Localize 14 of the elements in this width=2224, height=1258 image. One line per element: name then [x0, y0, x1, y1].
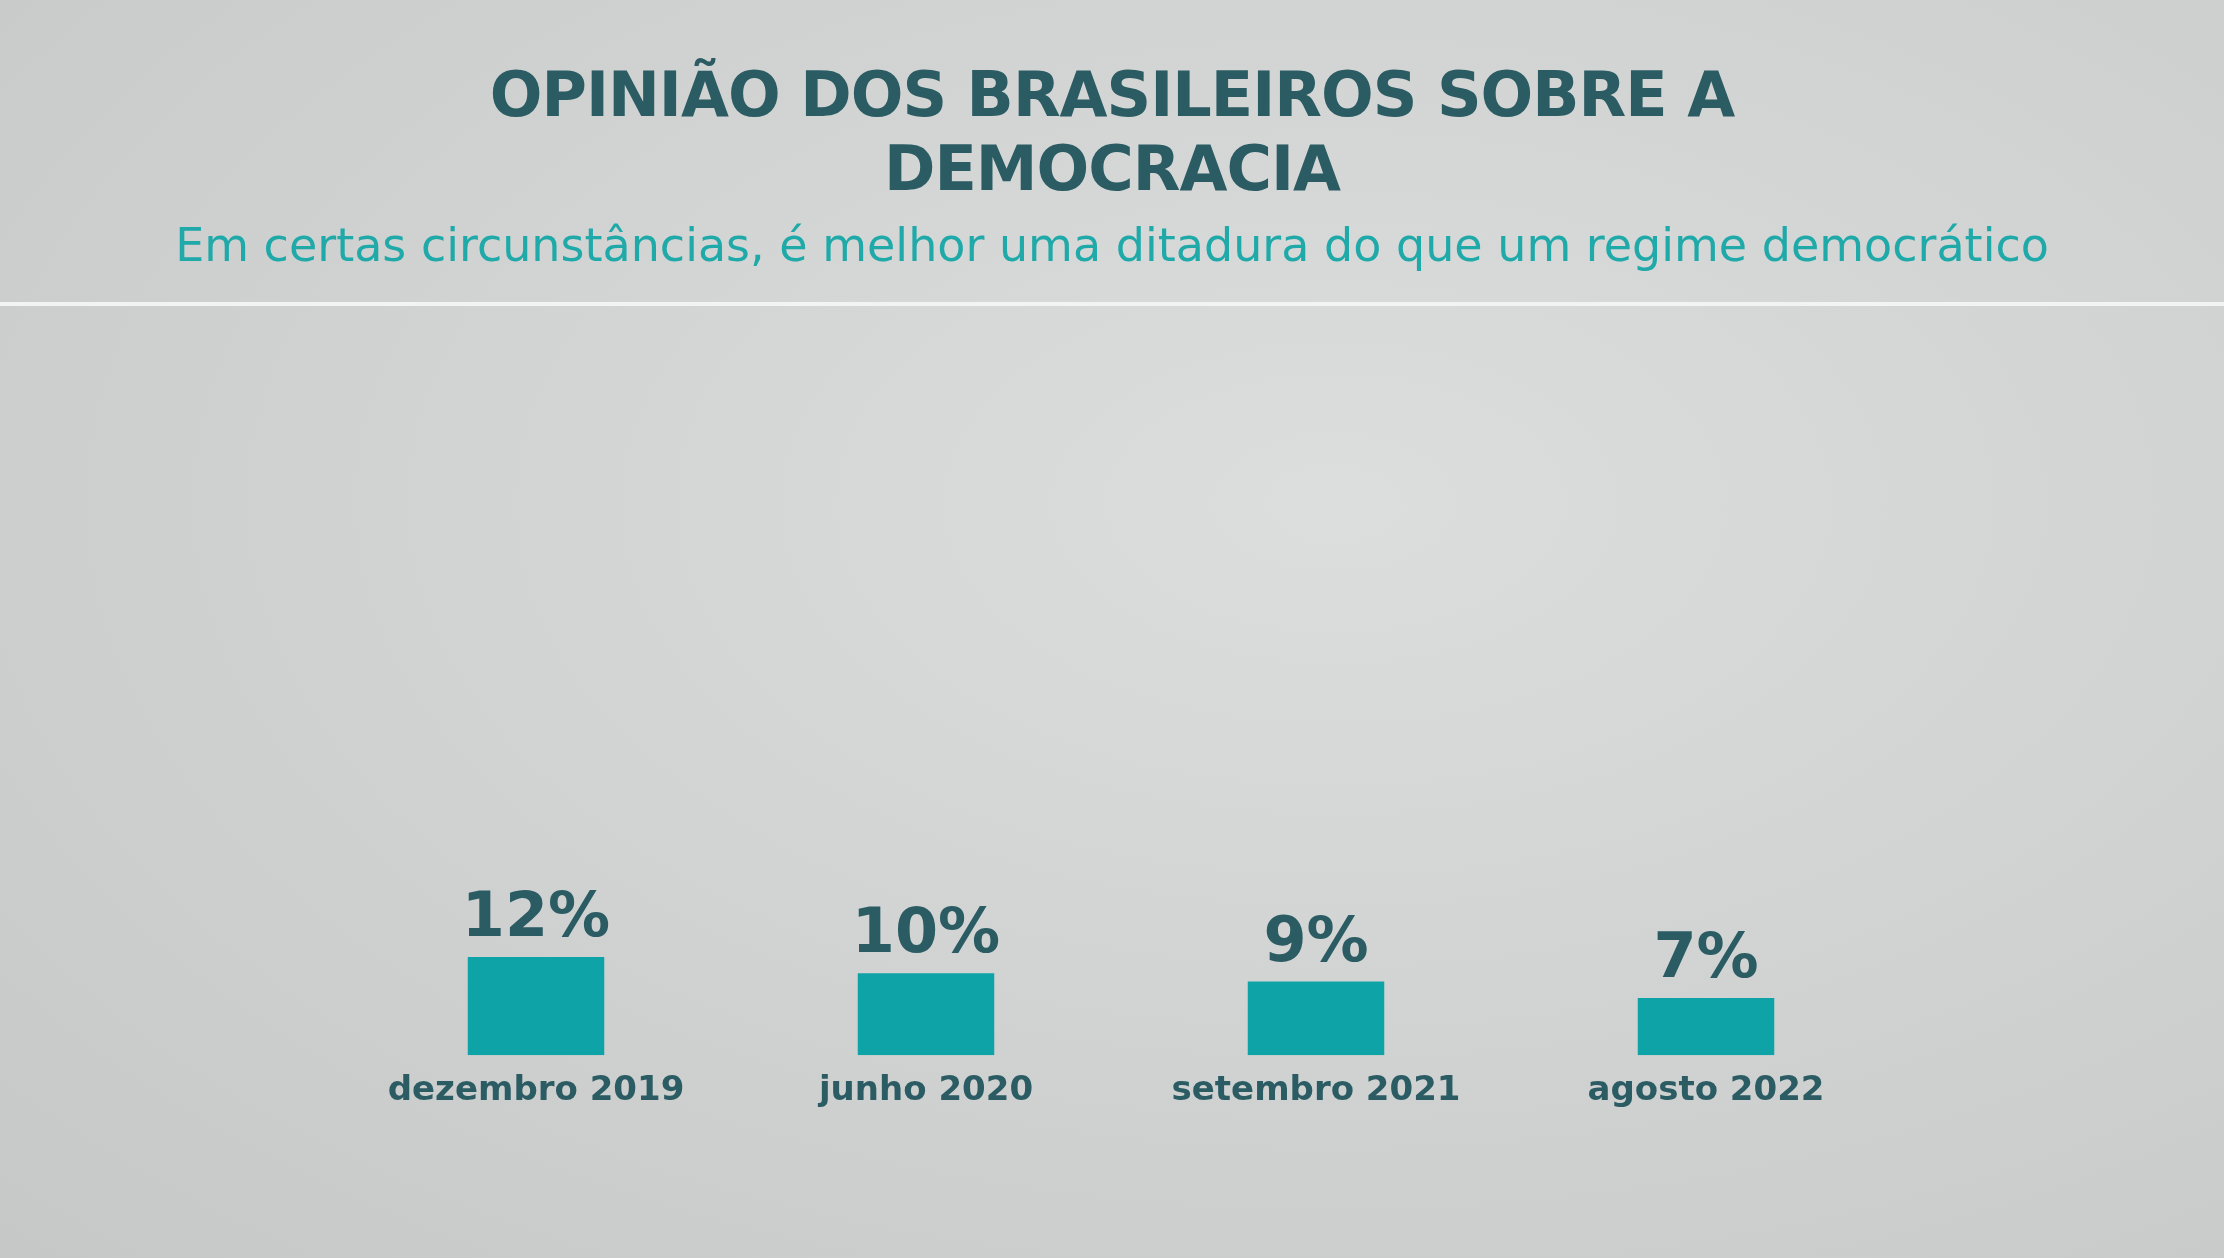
x-tick-label: agosto 2022 — [1587, 1068, 1825, 1109]
bar — [1637, 997, 1775, 1056]
x-tick-label: dezembro 2019 — [387, 1068, 685, 1109]
bar — [857, 973, 995, 1056]
data-label: 12% — [461, 878, 611, 952]
chart-subtitle: Em certas circunstâncias, é melhor uma ditadura do que um regime democrático — [174, 218, 2050, 272]
data-label: 7% — [1653, 919, 1759, 993]
x-tick-label: setembro 2021 — [1171, 1068, 1461, 1109]
data-label: 9% — [1263, 902, 1369, 976]
data-label: 10% — [851, 894, 1001, 968]
chart-title: OPINIÃO DOS BRASILEIROS SOBRE A DEMOCRACIA — [488, 58, 1736, 206]
x-tick-label: junho 2020 — [816, 1068, 1034, 1109]
bar — [467, 957, 605, 1056]
bar — [1247, 981, 1385, 1056]
